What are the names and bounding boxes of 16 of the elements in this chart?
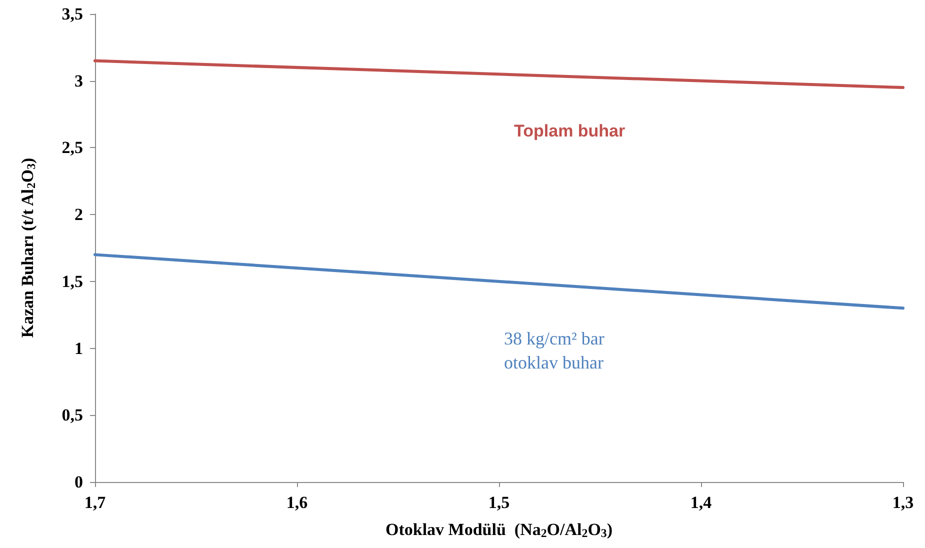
y-tick-label: 3 <box>74 71 83 90</box>
y-tick-label: 2 <box>74 205 83 224</box>
text: 38 kg/cm² bar otoklav buhar <box>504 328 609 372</box>
x-tick-label: 1,3 <box>892 493 914 512</box>
y-tick-label: 1 <box>74 338 83 358</box>
y-tick-label: 0,5 <box>62 406 83 425</box>
y-axis-title: Kazan Buharı (t/t Al2O3) <box>18 158 38 338</box>
x-tick-label: 1,6 <box>286 493 308 512</box>
y-tick-label: 1,5 <box>62 272 83 291</box>
y-tick-label: 2,5 <box>62 138 83 158</box>
y-tick-label: 3,5 <box>62 4 83 24</box>
text: Toplam buhar <box>514 122 626 141</box>
y-tick-label: 0 <box>74 472 83 492</box>
x-tick-label: 1,5 <box>488 493 510 512</box>
x-tick-label: 1,4 <box>690 493 712 512</box>
x-tick-label: 1,7 <box>84 493 106 512</box>
